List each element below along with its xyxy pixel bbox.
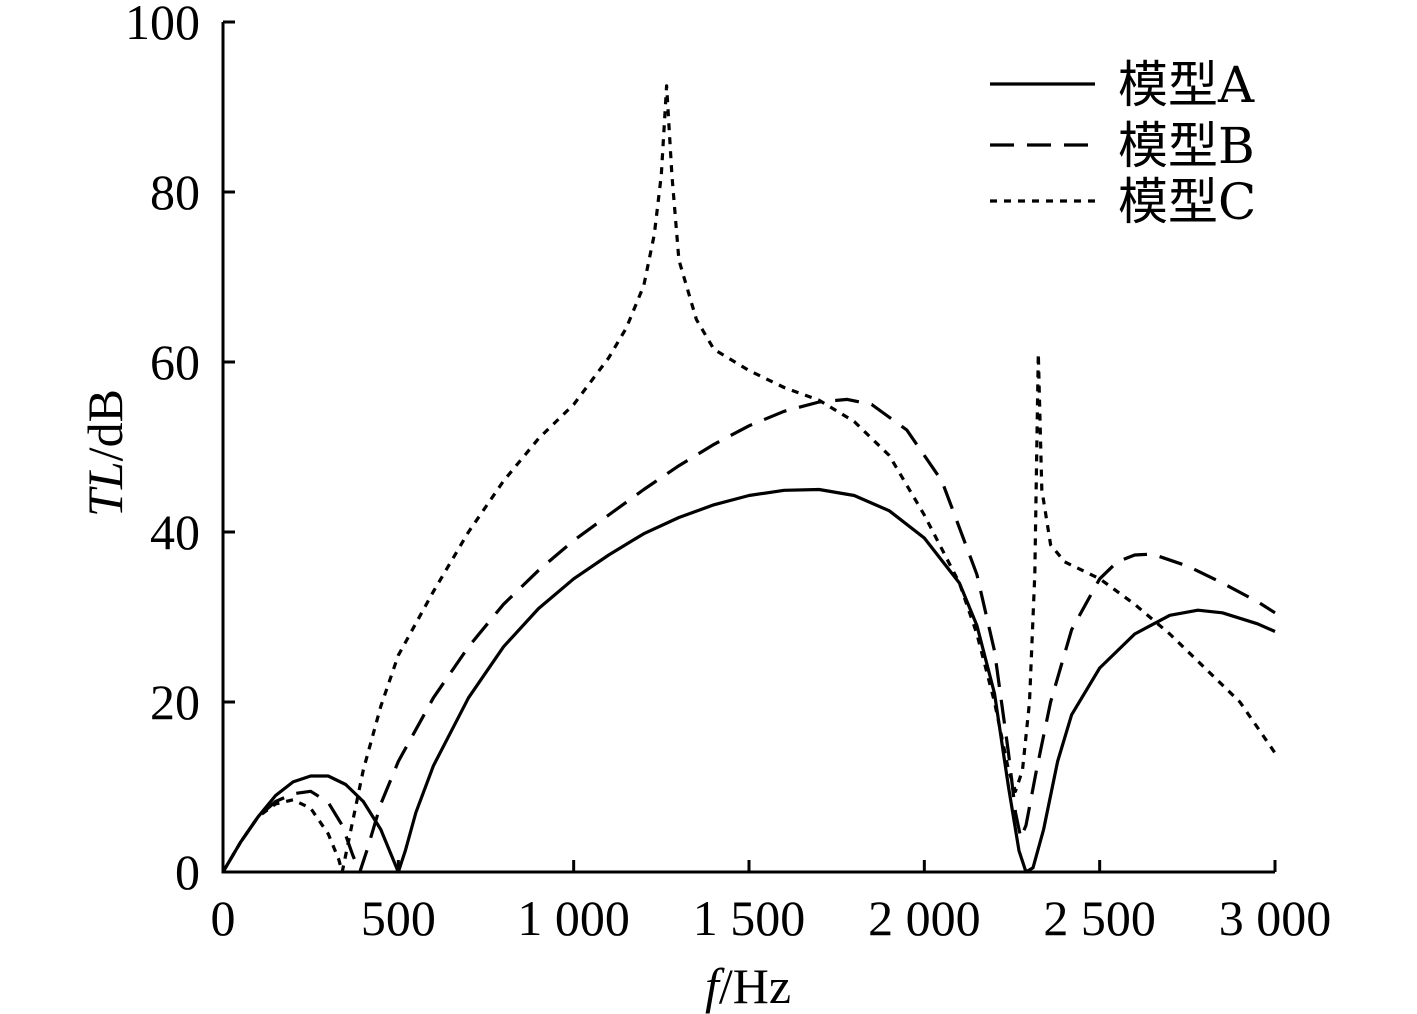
series-line-2	[221, 397, 1276, 874]
legend-label: 模型C	[1118, 173, 1256, 231]
y-tick-label: 20	[150, 674, 200, 730]
x-tick-label: 1 500	[693, 890, 806, 946]
y-tick-label: 100	[125, 0, 200, 50]
x-tick-label: 0	[211, 890, 236, 946]
y-tick-label: 60	[150, 334, 200, 390]
x-tick-label: 500	[361, 890, 436, 946]
series-line-3	[221, 84, 1277, 874]
x-tick-label: 1 000	[517, 890, 630, 946]
axes	[221, 22, 1275, 874]
x-tick-label: 2 500	[1043, 890, 1156, 946]
y-axis-title: TL/dB	[77, 389, 133, 517]
legend-label: 模型A	[1118, 56, 1255, 114]
x-axis-title: f/Hz	[705, 958, 791, 1014]
legend-label: 模型B	[1118, 117, 1255, 175]
y-tick-label: 0	[175, 844, 200, 900]
y-axis-unit: /dB	[77, 389, 133, 461]
y-tick-label: 80	[150, 164, 200, 220]
x-tick-label: 2 000	[868, 890, 981, 946]
series-lines	[221, 84, 1277, 874]
series-line-1	[221, 487, 1276, 874]
y-tick-label: 40	[150, 504, 200, 560]
x-tick-label: 3 000	[1219, 890, 1332, 946]
x-axis-unit: /Hz	[719, 958, 791, 1014]
y-axis-variable: TL	[77, 461, 133, 517]
